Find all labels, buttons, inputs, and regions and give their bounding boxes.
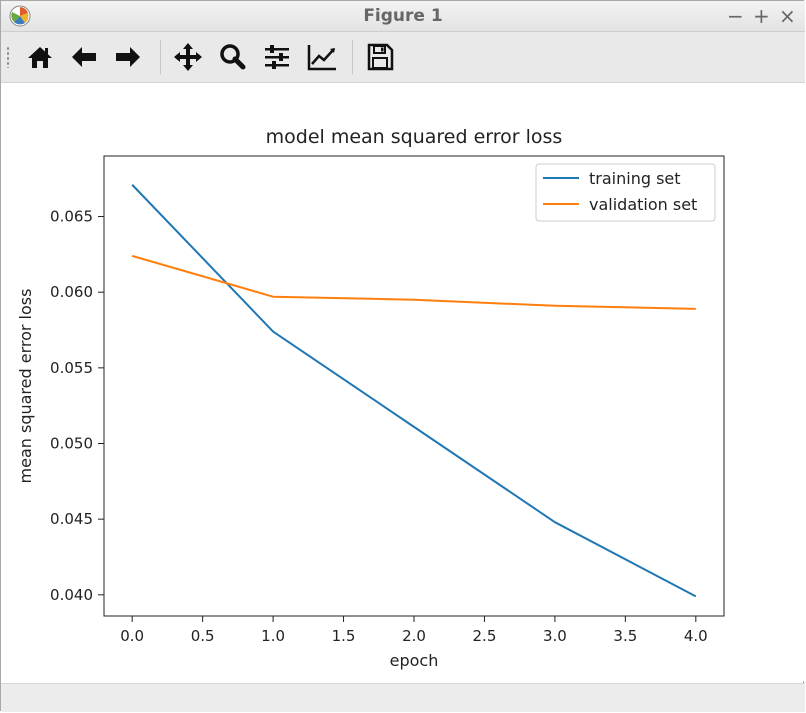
x-tick-label: 2.0 <box>402 627 426 645</box>
x-tick-label: 4.0 <box>684 627 708 645</box>
x-tick-label: 3.5 <box>613 627 637 645</box>
validation-loss-line <box>131 254 696 310</box>
x-axis-label: epoch <box>390 651 439 670</box>
x-tick-label: 1.5 <box>332 627 356 645</box>
loss-line-chart: model mean squared error loss 0.0 0.5 1.0 1… <box>16 126 725 670</box>
x-tick-label: 0.0 <box>120 627 144 645</box>
status-bar <box>1 683 805 712</box>
x-tick-label: 2.5 <box>473 627 497 645</box>
minimize-button[interactable]: − <box>727 4 744 28</box>
toolbar-separator <box>352 40 353 74</box>
y-tick-label: 0.050 <box>50 435 93 453</box>
legend-label-training: training set <box>589 169 681 188</box>
plot-area-frame <box>103 155 725 617</box>
y-axis-label: mean squared error loss <box>16 289 35 484</box>
training-loss-line <box>131 184 697 598</box>
y-tick-label: 0.065 <box>50 208 93 226</box>
edit-axis-icon[interactable] <box>305 41 339 73</box>
toolbar-grip-handle[interactable] <box>6 46 10 68</box>
configure-subplots-icon[interactable] <box>260 41 294 73</box>
y-tick-label: 0.055 <box>50 359 93 377</box>
figure-canvas[interactable]: model mean squared error loss 0.0 0.5 1.0 1… <box>1 83 805 681</box>
matplotlib-logo-icon <box>9 5 31 27</box>
chart-title: model mean squared error loss <box>266 126 563 148</box>
back-arrow-icon[interactable] <box>67 41 101 73</box>
window-title: Figure 1 <box>363 6 443 26</box>
zoom-icon[interactable] <box>215 41 249 73</box>
legend: training set validation set <box>535 163 716 222</box>
close-button[interactable]: × <box>779 4 796 28</box>
y-tick-label: 0.045 <box>50 510 93 528</box>
navigation-toolbar <box>1 32 805 83</box>
y-tick-label: 0.060 <box>50 283 93 301</box>
x-tick-label: 0.5 <box>191 627 215 645</box>
maximize-button[interactable]: + <box>753 4 770 28</box>
pan-icon[interactable] <box>171 41 205 73</box>
x-tick-label: 1.0 <box>261 627 285 645</box>
legend-label-validation: validation set <box>589 195 697 214</box>
y-tick-label: 0.040 <box>50 586 93 604</box>
toolbar-separator <box>160 40 161 74</box>
title-bar: Figure 1 − + × <box>1 1 805 32</box>
home-icon[interactable] <box>23 41 57 73</box>
x-tick-label: 3.0 <box>543 627 567 645</box>
legend-box <box>535 163 716 222</box>
save-icon[interactable] <box>363 41 397 73</box>
forward-arrow-icon[interactable] <box>111 41 145 73</box>
